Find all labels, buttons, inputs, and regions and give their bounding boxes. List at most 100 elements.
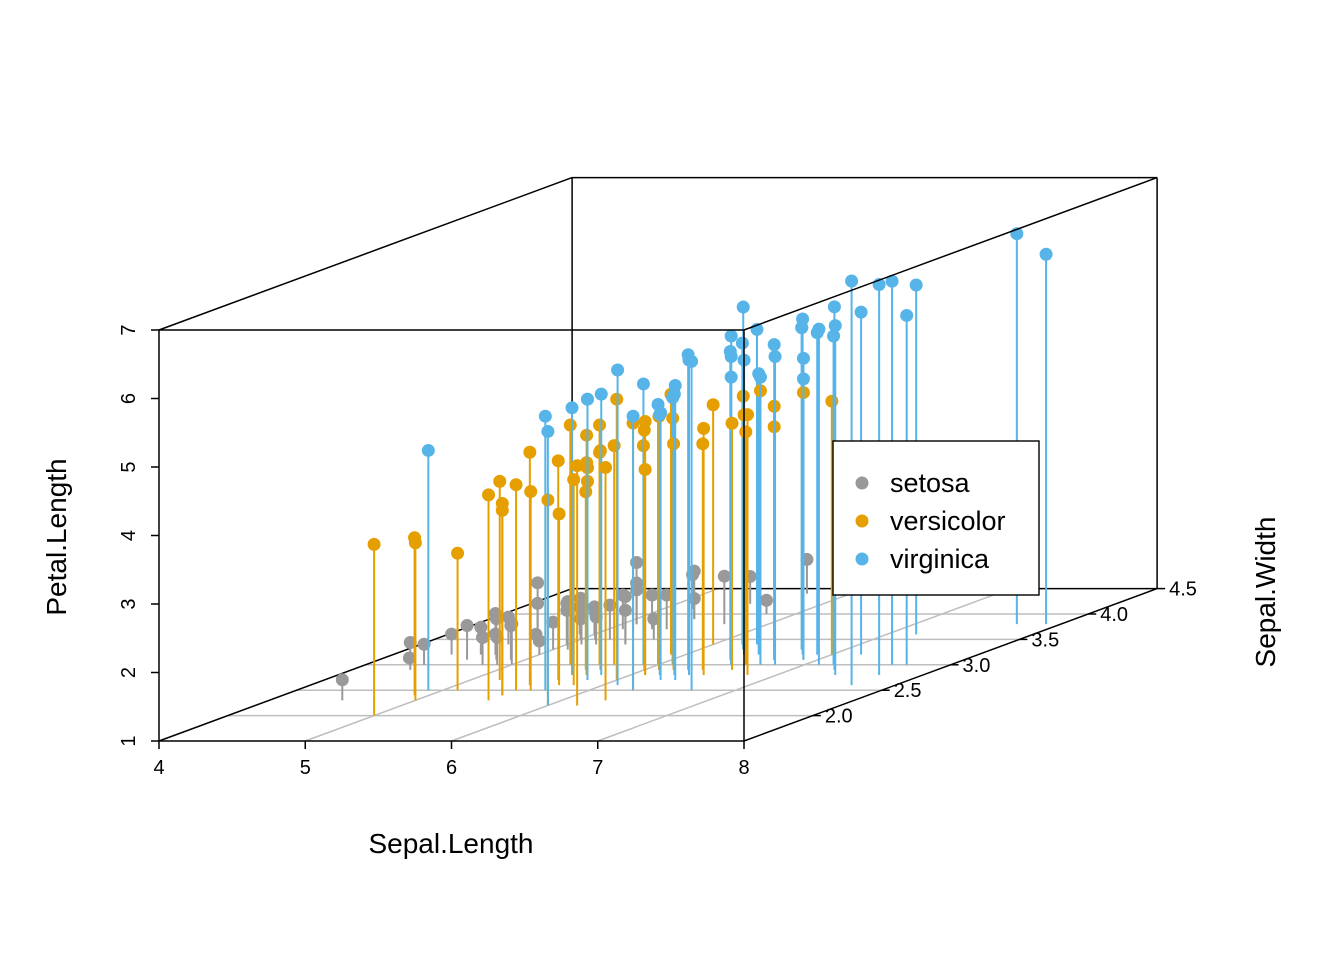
data-point	[909, 278, 923, 292]
data-point	[636, 377, 650, 391]
legend-marker-setosa	[855, 476, 869, 490]
data-point	[660, 588, 674, 602]
data-point	[753, 370, 767, 384]
z-tick-label: 4	[118, 530, 140, 541]
data-point	[796, 351, 810, 365]
legend-label-versicolor: versicolor	[890, 506, 1006, 536]
data-point	[476, 630, 490, 644]
data-point	[421, 443, 435, 457]
data-point	[445, 627, 459, 641]
data-point	[451, 546, 465, 560]
x-tick-label: 6	[446, 757, 457, 779]
data-point	[607, 439, 621, 453]
data-point	[630, 576, 644, 590]
data-point	[796, 372, 810, 386]
z-tick-label: 6	[118, 393, 140, 404]
y-tick-label: 3.5	[1031, 629, 1059, 651]
data-point	[654, 406, 668, 420]
data-point	[509, 478, 523, 492]
data-point	[697, 421, 711, 435]
data-point	[551, 454, 565, 468]
data-point	[626, 409, 640, 423]
data-point	[532, 634, 546, 648]
data-point	[541, 424, 555, 438]
data-point	[505, 617, 519, 631]
data-point	[685, 354, 699, 368]
legend: setosa versicolor virginica	[832, 440, 1040, 596]
data-point	[724, 370, 738, 384]
data-point	[524, 485, 538, 499]
legend-marker-versicolor	[855, 514, 869, 528]
x-tick-label: 8	[738, 757, 749, 779]
y-tick-label: 4.5	[1169, 579, 1197, 601]
data-point	[638, 415, 652, 429]
data-point	[495, 503, 509, 517]
x-axis-title: Sepal.Length	[368, 828, 533, 859]
data-point	[575, 603, 589, 617]
data-point	[812, 322, 826, 336]
data-point	[854, 305, 868, 319]
legend-label-virginica: virginica	[890, 544, 990, 574]
data-point	[570, 459, 584, 473]
data-point	[493, 474, 507, 488]
data-point	[796, 312, 810, 326]
y-tick-label: 3.0	[963, 655, 991, 677]
data-point	[417, 637, 431, 651]
data-point	[827, 300, 841, 314]
data-point	[668, 378, 682, 392]
z-tick-label: 2	[118, 667, 140, 678]
data-point	[565, 401, 579, 415]
data-point	[408, 536, 422, 550]
data-point	[1039, 247, 1053, 261]
data-point	[482, 488, 496, 502]
z-tick-label: 5	[118, 461, 140, 472]
data-point	[828, 319, 842, 333]
data-point	[580, 392, 594, 406]
data-point	[603, 598, 617, 612]
box-edge	[158, 176, 573, 331]
data-point	[335, 673, 349, 687]
data-point	[618, 603, 632, 617]
data-point	[706, 398, 720, 412]
z-tick-label: 3	[118, 598, 140, 609]
data-point	[599, 460, 613, 474]
data-point	[736, 300, 750, 314]
data-point	[611, 363, 625, 377]
data-point	[630, 556, 644, 570]
data-point	[567, 473, 581, 487]
y-tick-label: 4.0	[1100, 604, 1128, 626]
data-point	[768, 350, 782, 364]
data-point	[594, 387, 608, 401]
data-point	[531, 576, 545, 590]
legend-marker-virginica	[855, 552, 869, 566]
data-point	[538, 409, 552, 423]
z-tick-label: 1	[118, 735, 140, 746]
data-point	[474, 620, 488, 634]
data-point	[645, 588, 659, 602]
data-point	[618, 590, 632, 604]
data-point	[767, 338, 781, 352]
box-edge	[743, 176, 1158, 331]
data-point	[724, 350, 738, 364]
data-point	[552, 507, 566, 521]
z-tick-label: 7	[118, 324, 140, 335]
data-point	[717, 569, 731, 583]
data-point	[741, 408, 755, 422]
y-axis-title: Sepal.Width	[1250, 517, 1281, 668]
data-point	[593, 418, 607, 432]
data-point	[489, 612, 503, 626]
y-tick-label: 2.0	[825, 706, 853, 728]
data-point	[725, 416, 739, 430]
x-tick-label: 4	[153, 757, 164, 779]
data-point	[760, 593, 773, 607]
data-point	[460, 618, 474, 632]
data-point	[563, 418, 577, 432]
data-point	[647, 612, 661, 626]
data-point	[546, 615, 560, 629]
data-point	[845, 274, 859, 288]
x-tick-label: 5	[300, 757, 311, 779]
x-tick-label: 7	[592, 757, 603, 779]
data-point	[403, 635, 417, 649]
data-point	[825, 394, 839, 408]
